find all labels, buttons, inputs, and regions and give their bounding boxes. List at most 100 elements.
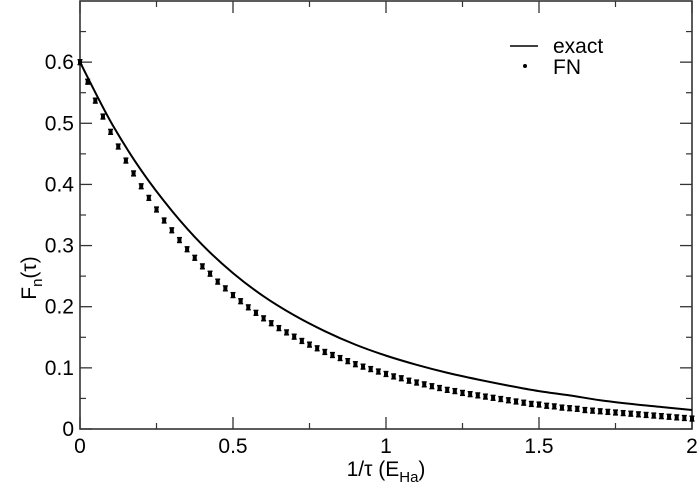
point-marker — [315, 346, 320, 351]
point-marker — [368, 367, 373, 372]
legend-label-fn: FN — [553, 56, 581, 79]
fn-data-point — [169, 227, 175, 234]
fn-data-point — [199, 263, 205, 270]
point-marker — [292, 334, 297, 339]
point-marker — [690, 416, 694, 421]
point-marker — [506, 398, 511, 403]
fn-data-point — [314, 345, 320, 352]
point-marker — [445, 387, 450, 392]
fn-data-point — [92, 97, 98, 104]
point-marker — [521, 400, 526, 405]
fn-data-point — [123, 157, 129, 164]
fn-data-point — [406, 377, 412, 384]
y-tick-label: 0.6 — [45, 51, 74, 74]
svg-text:Fn(τ): Fn(τ) — [18, 256, 46, 299]
fn-data-point — [299, 337, 305, 345]
point-marker — [116, 144, 121, 149]
fn-data-point — [207, 270, 213, 277]
x-axis-label-close: ) — [418, 458, 425, 481]
fn-data-point — [284, 329, 290, 336]
point-marker — [582, 408, 587, 413]
fn-data-point — [276, 324, 282, 332]
point-marker — [590, 408, 595, 413]
fn-data-point — [482, 393, 488, 400]
point-marker — [238, 299, 243, 304]
x-axis-label-subscript: Ha — [399, 469, 419, 486]
y-tick-label: 0.3 — [45, 235, 74, 258]
fn-data-point — [643, 411, 649, 419]
y-tick-label: 0.4 — [45, 173, 75, 196]
point-marker — [146, 195, 151, 200]
point-marker — [514, 399, 519, 404]
fn-data-point — [597, 408, 603, 415]
point-marker — [322, 349, 327, 354]
fn-data-point — [230, 291, 236, 299]
fn-data-point — [528, 400, 534, 408]
fn-data-point — [368, 365, 374, 373]
fn-data-point — [605, 408, 611, 416]
fn-data-point — [429, 383, 435, 390]
y-tick-label: 0 — [62, 418, 74, 441]
fn-data-point — [85, 78, 91, 85]
fn-data-point — [176, 236, 182, 244]
fn-data-point — [475, 392, 481, 399]
point-marker — [391, 374, 396, 379]
y-axis-label-tail: (τ) — [18, 256, 41, 278]
point-marker — [223, 286, 228, 291]
x-axis-label: 1/τ (EHa) — [347, 458, 426, 486]
point-marker — [460, 390, 465, 395]
fn-data-point — [307, 341, 312, 348]
point-marker — [483, 394, 488, 399]
fn-data-point — [498, 395, 504, 403]
fn-data-point — [467, 391, 473, 398]
fn-data-point — [490, 394, 496, 401]
fn-data-point — [291, 333, 297, 340]
axes-frame — [79, 0, 693, 430]
fn-data-point — [437, 384, 443, 392]
point-marker — [559, 405, 564, 410]
point-marker — [552, 404, 557, 409]
x-tick-label: 0.5 — [218, 435, 247, 458]
fn-data-point — [131, 170, 137, 177]
fn-data-point — [329, 351, 335, 359]
point-marker — [452, 389, 457, 394]
point-marker — [537, 402, 541, 407]
point-marker — [108, 129, 113, 134]
y-axis-label-main: F — [18, 287, 41, 300]
y-axis-label-subscript: n — [29, 279, 46, 287]
svg-text:1/τ (EHa): 1/τ (EHa) — [347, 458, 426, 486]
y-tick-label: 0.1 — [45, 357, 74, 380]
fn-data-point — [146, 194, 152, 202]
fn-data-point — [689, 415, 695, 422]
fn-data-point — [613, 409, 618, 416]
point-marker — [208, 271, 213, 276]
fn-data-point — [161, 217, 167, 224]
point-marker — [621, 411, 626, 416]
legend-dot-icon — [523, 64, 527, 68]
fn-data-point — [398, 375, 404, 382]
point-marker — [338, 356, 343, 361]
fn-data-point — [245, 304, 251, 311]
point-marker — [636, 412, 641, 417]
fn-data-point — [582, 406, 588, 414]
point-marker — [575, 406, 580, 411]
fn-data-point — [505, 397, 511, 404]
fn-data-point — [222, 285, 228, 292]
point-marker — [682, 415, 687, 420]
point-marker — [667, 414, 672, 419]
fn-data-point — [108, 128, 114, 135]
fn-data-point — [238, 298, 244, 305]
point-marker — [261, 316, 266, 321]
fn-data-point — [138, 183, 144, 190]
point-marker — [215, 279, 220, 284]
fn-data-point — [681, 414, 687, 422]
point-marker — [93, 98, 98, 103]
point-marker — [269, 321, 274, 326]
fn-data-point — [414, 379, 420, 386]
fn-data-point — [666, 413, 672, 420]
point-marker — [307, 342, 312, 347]
point-marker — [253, 310, 258, 315]
point-marker — [246, 305, 251, 310]
point-marker — [85, 79, 90, 84]
